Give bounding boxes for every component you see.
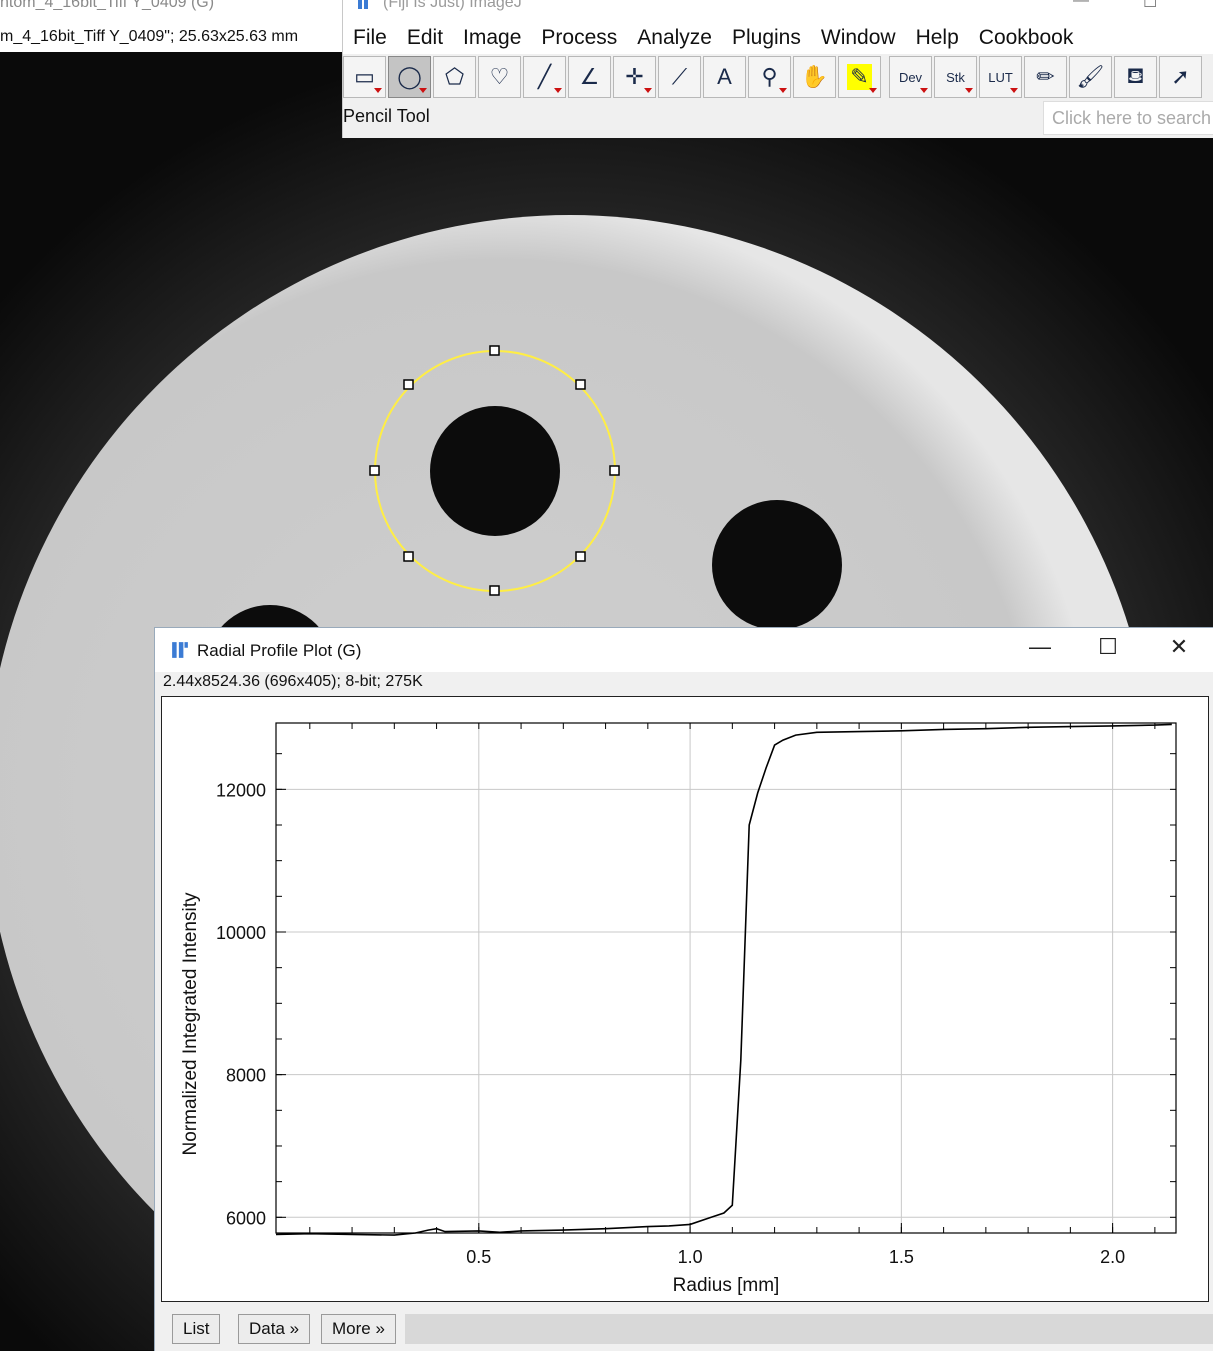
- menu-cookbook[interactable]: Cookbook: [978, 26, 1074, 49]
- magnifier-tool-icon: ⚲: [761, 64, 778, 89]
- menu-window[interactable]: Window: [820, 26, 896, 49]
- plot-button-row: List Data » More »: [155, 1312, 1213, 1348]
- dropdown-arrow-icon: [554, 88, 562, 93]
- status-bar: Pencil Tool: [343, 106, 430, 126]
- dropdown-arrow-icon: [1010, 88, 1018, 93]
- plot-info: 2.44x8524.36 (696x405); 8-bit; 275K: [163, 673, 423, 690]
- dropdown-arrow-icon: [644, 88, 652, 93]
- dropdown-arrow-icon: [374, 88, 382, 93]
- x-tick-label: 1.5: [889, 1247, 914, 1267]
- image-window-title: ntom_4_16bit_Tiff Y_0409 (G): [0, 0, 215, 11]
- point-tool-icon: ✛: [625, 64, 644, 89]
- angle-tool-button[interactable]: ∠: [568, 56, 611, 98]
- wand-tool-icon: ⟋: [671, 64, 688, 89]
- fiji-logo-icon: [172, 642, 188, 658]
- magnifier-tool-button[interactable]: ⚲: [748, 56, 791, 98]
- dropdown-arrow-icon: [869, 88, 877, 93]
- data-button[interactable]: Data »: [238, 1314, 311, 1344]
- plot-frame: [275, 722, 1177, 1234]
- search-input[interactable]: Click here to search: [1043, 101, 1213, 135]
- image-window-info: m_4_16bit_Tiff Y_0409"; 25.63x25.63 mm: [0, 28, 305, 46]
- toolbar: ▭ ◯ ⬠ ♡ ╱ ∠ ✛ ⟋ A ⚲ ✋ ✎ Dev Stk LUT ✏ 🖌 ⛾ ➚: [343, 56, 1204, 100]
- arrow-tool-button[interactable]: ➚: [1159, 56, 1202, 98]
- color-picker-tool-button[interactable]: ✎: [838, 56, 881, 98]
- fiji-logo-icon: [358, 0, 368, 9]
- fiji-titlebar[interactable]: (Fiji Is Just) ImageJ — ☐: [343, 0, 1213, 22]
- freehand-tool-button[interactable]: ♡: [478, 56, 521, 98]
- stk-menu-button[interactable]: Stk: [934, 56, 977, 98]
- line-tool-button[interactable]: ╱: [523, 56, 566, 98]
- radial-profile-plot-window: Radial Profile Plot (G) — ☐ ✕ 2.44x8524.…: [154, 627, 1213, 1351]
- y-axis-label: Normalized Integrated Intensity: [180, 892, 201, 1155]
- flood-fill-tool-icon: ⛾: [1126, 62, 1145, 88]
- dropdown-arrow-icon: [419, 88, 427, 93]
- freehand-tool-icon: ♡: [489, 64, 510, 89]
- menu-plugins[interactable]: Plugins: [731, 26, 801, 49]
- flood-fill-tool-button[interactable]: ⛾: [1114, 56, 1157, 98]
- x-tick-label: 1.0: [678, 1247, 703, 1267]
- oval-tool-icon: ◯: [397, 64, 422, 89]
- y-tick-label: 6000: [226, 1208, 266, 1228]
- dev-menu-icon: Dev: [898, 69, 923, 85]
- menu-image[interactable]: Image: [463, 26, 522, 49]
- angle-tool-icon: ∠: [579, 64, 600, 89]
- y-tick-label: 12000: [216, 780, 266, 800]
- hand-tool-icon: ✋: [800, 64, 829, 89]
- plot-titlebar[interactable]: Radial Profile Plot (G) — ☐ ✕: [155, 628, 1213, 672]
- menu-analyze[interactable]: Analyze: [637, 26, 712, 49]
- dropdown-arrow-icon: [920, 88, 928, 93]
- more-button[interactable]: More »: [321, 1314, 396, 1344]
- color-picker-tool-icon: ✎: [847, 64, 872, 90]
- oval-selection-roi[interactable]: [369, 345, 620, 596]
- fiji-title: (Fiji Is Just) ImageJ: [383, 0, 522, 11]
- x-tick-label: 2.0: [1100, 1247, 1125, 1267]
- rectangle-tool-button[interactable]: ▭: [343, 56, 386, 98]
- maximize-icon[interactable]: ☐: [1143, 0, 1158, 11]
- polygon-tool-button[interactable]: ⬠: [433, 56, 476, 98]
- rectangle-tool-icon: ▭: [354, 64, 375, 89]
- x-tick-label: 0.5: [466, 1247, 491, 1267]
- stk-menu-icon: Stk: [946, 69, 965, 85]
- text-tool-icon: A: [717, 64, 732, 89]
- dev-menu-button[interactable]: Dev: [889, 56, 932, 98]
- dropdown-arrow-icon: [779, 88, 787, 93]
- phantom-hole: [712, 500, 842, 630]
- close-icon[interactable]: ✕: [1169, 634, 1189, 659]
- oval-tool-button[interactable]: ◯: [388, 56, 431, 98]
- phantom-hole: [430, 406, 560, 536]
- menu-process[interactable]: Process: [541, 26, 618, 49]
- minimize-icon[interactable]: —: [1073, 0, 1089, 9]
- plot-canvas[interactable]: 0.5 1.0 1.5 2.0 6000 8000 10000 12000 Radius [mm…: [161, 696, 1209, 1302]
- pencil-tool-icon: ✏: [1036, 64, 1055, 89]
- menubar: File Edit Image Process Analyze Plugins Window…: [343, 22, 1213, 54]
- line-tool-icon: ╱: [537, 64, 552, 89]
- menu-file[interactable]: File: [353, 26, 387, 49]
- polygon-tool-icon: ⬠: [444, 64, 465, 89]
- y-tick-label: 10000: [216, 923, 266, 943]
- hand-tool-button[interactable]: ✋: [793, 56, 836, 98]
- pencil-tool-button[interactable]: ✏: [1024, 56, 1067, 98]
- menu-edit[interactable]: Edit: [406, 26, 444, 49]
- dropdown-arrow-icon: [965, 88, 973, 93]
- brush-tool-button[interactable]: 🖌: [1069, 56, 1112, 98]
- profile-series-line: [275, 723, 1172, 1236]
- point-tool-button[interactable]: ✛: [613, 56, 656, 98]
- menu-help[interactable]: Help: [915, 26, 959, 49]
- wand-tool-button[interactable]: ⟋: [658, 56, 701, 98]
- maximize-icon[interactable]: ☐: [1098, 634, 1118, 659]
- plot-title: Radial Profile Plot (G): [197, 641, 362, 660]
- arrow-tool-icon: ➚: [1171, 64, 1190, 89]
- lut-menu-button[interactable]: LUT: [979, 56, 1022, 98]
- list-button[interactable]: List: [172, 1314, 221, 1344]
- brush-tool-icon: 🖌: [1076, 64, 1105, 89]
- plot-status-strip: [405, 1314, 1213, 1344]
- text-tool-button[interactable]: A: [703, 56, 746, 98]
- lut-menu-icon: LUT: [988, 69, 1013, 85]
- minimize-icon[interactable]: —: [1029, 634, 1051, 659]
- y-tick-label: 8000: [226, 1066, 266, 1086]
- x-axis-label: Radius [mm]: [673, 1275, 780, 1296]
- radial-profile-chart: 0.5 1.0 1.5 2.0 6000 8000 10000 12000 Radius [mm…: [180, 722, 1177, 1296]
- fiji-main-window: (Fiji Is Just) ImageJ — ☐ File Edit Image P…: [342, 0, 1213, 138]
